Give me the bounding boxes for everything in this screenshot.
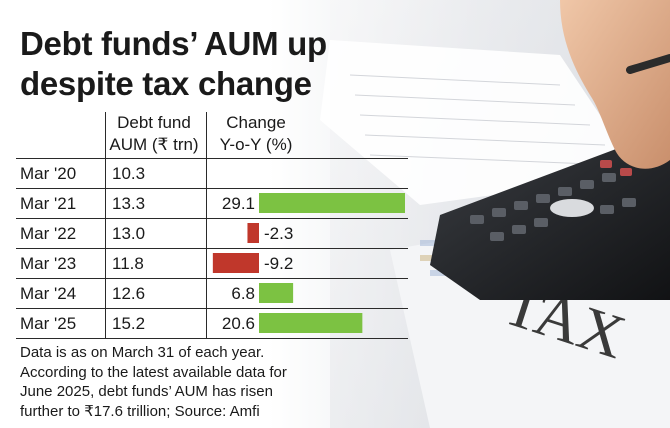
chart-title: Debt funds’ AUM up despite tax change xyxy=(20,25,327,102)
header-rule xyxy=(16,158,408,159)
change-bar xyxy=(259,313,363,333)
row-aum-value: 12.6 xyxy=(112,284,146,303)
row-aum-value: 13.0 xyxy=(112,224,146,243)
row-aum-value: 11.8 xyxy=(112,254,144,273)
row-rule xyxy=(16,248,408,249)
change-column-divider xyxy=(206,112,207,338)
change-bar xyxy=(247,223,259,243)
change-header-line1: Change xyxy=(226,113,286,132)
change-bar-label: 6.8 xyxy=(231,284,255,303)
aum-column-divider xyxy=(105,112,106,338)
row-year-label: Mar '20 xyxy=(20,164,77,183)
change-bar-label: 29.1 xyxy=(222,194,255,213)
change-bar xyxy=(259,283,294,303)
notebook-shape xyxy=(320,40,640,205)
row-year-label: Mar '24 xyxy=(20,284,77,303)
hand xyxy=(560,0,670,169)
change-column-header: Change Y-o-Y (%) xyxy=(208,112,304,156)
row-aum-value: 15.2 xyxy=(112,314,146,333)
change-bar-label: 20.6 xyxy=(222,314,255,333)
table-bottom-rule xyxy=(16,338,408,339)
change-bar-label: -9.2 xyxy=(264,254,293,273)
change-bar xyxy=(259,193,405,213)
change-header-line2: Y-o-Y (%) xyxy=(219,135,293,154)
source-note: Data is as on March 31 of each year. Acc… xyxy=(20,344,287,420)
change-bar-label: -2.3 xyxy=(264,224,293,243)
pen xyxy=(626,54,670,74)
row-aum-value: 10.3 xyxy=(112,164,146,183)
aum-header-line1: Debt fund xyxy=(117,113,191,132)
row-rule xyxy=(16,218,408,219)
aum-header-line2: AUM (₹ trn) xyxy=(109,135,199,154)
row-year-label: Mar '21 xyxy=(20,194,77,213)
row-rule xyxy=(16,188,408,189)
row-rule xyxy=(16,308,408,309)
row-year-label: Mar '23 xyxy=(20,254,77,273)
row-year-label: Mar '25 xyxy=(20,314,77,333)
row-year-label: Mar '22 xyxy=(20,224,77,243)
row-aum-value: 13.3 xyxy=(112,194,146,213)
row-rule xyxy=(16,278,408,279)
change-bar xyxy=(212,253,259,273)
calculator-round-key xyxy=(550,199,594,217)
aum-column-header: Debt fund AUM (₹ trn) xyxy=(98,112,210,156)
